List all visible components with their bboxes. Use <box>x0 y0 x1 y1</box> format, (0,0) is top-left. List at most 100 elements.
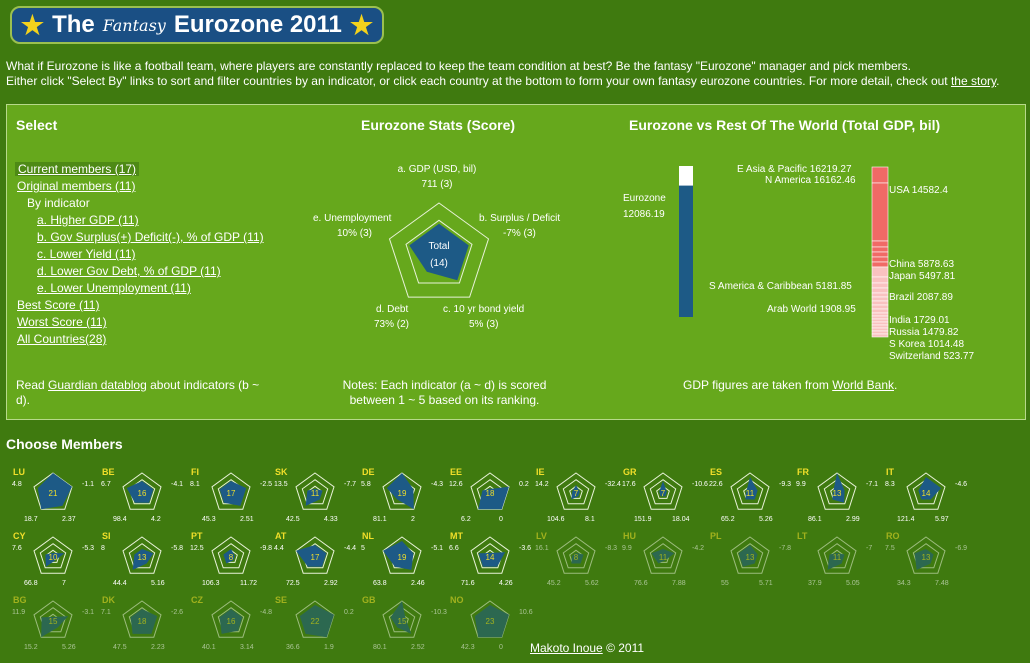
country-code: CZ <box>191 595 203 605</box>
world-gdp-segment <box>871 276 889 284</box>
radar-score-shape <box>296 545 327 567</box>
stats-note: Notes: Each indicator (a ~ d) is scored … <box>342 378 547 407</box>
country-cell-bg[interactable]: BG 15 11.9 -3.1 15.2 5.26 <box>6 592 100 654</box>
radar-label-e: e. Unemployment <box>313 213 392 224</box>
country-code: SI <box>102 531 111 541</box>
country-metric: 7.1 <box>101 609 111 616</box>
country-cell-it[interactable]: IT 14 8.3 -4.6 121.4 5.97 <box>879 464 973 526</box>
select-higher-gdp[interactable]: a. Higher GDP (11) <box>37 213 139 227</box>
country-cell-pt[interactable]: PT 8 12.5 -9.8 106.3 11.72 <box>184 528 278 590</box>
radar-grid-ring <box>122 600 162 638</box>
country-cell-pl[interactable]: PL 13 -7.8 55 5.71 <box>703 528 797 590</box>
country-cell-fi[interactable]: FI 17 8.1 -2.5 45.3 2.51 <box>184 464 278 526</box>
country-metric: 2.46 <box>411 580 425 587</box>
radar-grid-ring <box>33 472 73 510</box>
country-cell-si[interactable]: SI 13 8 -5.8 44.4 5.16 <box>95 528 189 590</box>
world-gdp-segment <box>871 321 889 326</box>
country-cell-ee[interactable]: EE 18 12.6 0.2 6.2 0 <box>443 464 537 526</box>
author-link[interactable]: Makoto Inoue <box>530 641 603 655</box>
country-code: FR <box>797 467 809 477</box>
radar-grid-ring <box>388 202 490 298</box>
country-cell-cz[interactable]: CZ 16 -4.8 40.1 3.14 <box>184 592 278 654</box>
radar-score-shape <box>132 549 154 570</box>
country-cell-sk[interactable]: SK 11 13.5 -7.7 42.5 4.33 <box>268 464 362 526</box>
country-metric: 6.6 <box>449 545 459 552</box>
select-menu: Current members (17) Original members (1… <box>15 161 264 348</box>
country-radar: 14 <box>470 536 510 574</box>
country-cell-lu[interactable]: LU 21 4.8 -1.1 18.7 2.37 <box>6 464 100 526</box>
story-link[interactable]: the story <box>950 74 997 88</box>
world-gdp-segment <box>871 300 889 306</box>
country-score: 17 <box>227 489 236 498</box>
country-metric: 5.26 <box>62 644 76 651</box>
country-metric: 22.6 <box>709 481 723 488</box>
radar-score-shape <box>390 601 412 634</box>
country-cell-dk[interactable]: DK 18 7.1 -2.6 47.5 2.23 <box>95 592 189 654</box>
radar-grid-ring <box>569 485 583 499</box>
select-best-score[interactable]: Best Score (11) <box>17 298 100 312</box>
country-code: ES <box>710 467 723 477</box>
country-cell-lv[interactable]: LV 8 16.1 -8.3 45.2 5.62 <box>529 528 623 590</box>
country-radar: 8 <box>556 536 596 574</box>
select-lower-debt[interactable]: d. Lower Gov Debt, % of GDP (11) <box>37 264 221 278</box>
country-code: GR <box>623 467 637 477</box>
country-cell-mt[interactable]: MT 14 6.6 -3.6 71.6 4.26 <box>443 528 537 590</box>
country-score: 15 <box>398 617 407 626</box>
country-metric: 2.23 <box>151 644 165 651</box>
radar-score-shape <box>223 549 235 564</box>
country-cell-ro[interactable]: RO 13 7.5 -6.9 34.3 7.48 <box>879 528 973 590</box>
country-metric: 6.2 <box>461 516 471 523</box>
country-cell-at[interactable]: AT 17 4.4 -4.4 72.5 2.92 <box>268 528 362 590</box>
radar-total-label: Total <box>428 241 449 252</box>
country-cell-de[interactable]: DE 19 5.8 -4.3 81.1 2 <box>355 464 449 526</box>
radar-score-shape <box>219 481 247 506</box>
country-cell-es[interactable]: ES 11 22.6 -9.3 65.2 5.26 <box>703 464 797 526</box>
radar-grid-ring <box>295 472 335 510</box>
country-metric: 7.48 <box>935 580 949 587</box>
country-cell-gr[interactable]: GR 7 17.6 -10.6 151.9 18.04 <box>616 464 710 526</box>
country-cell-be[interactable]: BE 16 6.7 -4.1 98.4 4.2 <box>95 464 189 526</box>
choose-members-title: Choose Members <box>6 436 123 452</box>
world-bank-link[interactable]: World Bank <box>832 378 894 392</box>
select-gov-surplus[interactable]: b. Gov Surplus(+) Deficit(-), % of GDP (… <box>37 230 264 244</box>
country-cell-hu[interactable]: HU 11 9.9 -4.2 76.6 7.88 <box>616 528 710 590</box>
country-cell-ie[interactable]: IE 7 14.2 -32.4 104.6 8.1 <box>529 464 623 526</box>
star-icon: ★ <box>20 9 45 40</box>
country-code: PT <box>191 531 203 541</box>
country-metric: -5.8 <box>171 545 184 552</box>
country-metric: 5.97 <box>935 516 949 523</box>
country-metric: 34.3 <box>897 580 911 587</box>
radar-grid-ring <box>906 536 946 574</box>
country-code: SE <box>275 595 288 605</box>
country-cell-no[interactable]: NO 23 10.6 42.3 0 <box>443 592 537 654</box>
radar-grid-ring <box>649 543 677 569</box>
country-metric: 5.05 <box>846 580 860 587</box>
select-current-members[interactable]: Current members (17) <box>15 162 140 176</box>
country-cell-cy[interactable]: CY 10 7.6 -5.3 66.8 7 <box>6 528 100 590</box>
radar-grid-ring <box>405 219 473 284</box>
country-cell-se[interactable]: SE 22 0.2 36.6 1.9 <box>268 592 362 654</box>
world-bank-note-pre: GDP figures are taken from <box>683 378 829 392</box>
country-cell-fr[interactable]: FR 13 9.9 -7.1 86.1 2.99 <box>790 464 884 526</box>
star-icon: ★ <box>349 9 374 40</box>
select-lower-yield[interactable]: c. Lower Yield (11) <box>37 247 136 261</box>
country-cell-nl[interactable]: NL 19 5 -5.1 63.8 2.46 <box>355 528 449 590</box>
country-cell-lt[interactable]: LT 11 -7 37.9 5.05 <box>790 528 884 590</box>
select-worst-score[interactable]: Worst Score (11) <box>17 315 107 329</box>
footer: Makoto Inoue © 2011 <box>530 641 644 655</box>
radar-grid-ring <box>643 536 683 574</box>
country-metric: 2.52 <box>411 644 425 651</box>
gdp-left-label: E Asia & Pacific 16219.27 <box>737 164 852 175</box>
guardian-datablog-link[interactable]: Guardian datablog <box>48 378 147 392</box>
country-metric: 55 <box>721 580 729 587</box>
world-gdp-segment <box>871 246 889 253</box>
country-cell-gb[interactable]: GB 15 -10.3 80.1 2.52 <box>355 592 449 654</box>
country-metric: 72.5 <box>286 580 300 587</box>
select-all-countries[interactable]: All Countries(28) <box>17 332 107 346</box>
world-gdp-segment <box>871 251 889 258</box>
country-metric: 3.14 <box>240 644 254 651</box>
country-score: 23 <box>486 617 495 626</box>
intro-line-2-text: Either click "Select By" links to sort a… <box>6 74 948 88</box>
select-original-members[interactable]: Original members (11) <box>17 179 136 193</box>
select-lower-unemployment[interactable]: e. Lower Unemployment (11) <box>37 281 191 295</box>
